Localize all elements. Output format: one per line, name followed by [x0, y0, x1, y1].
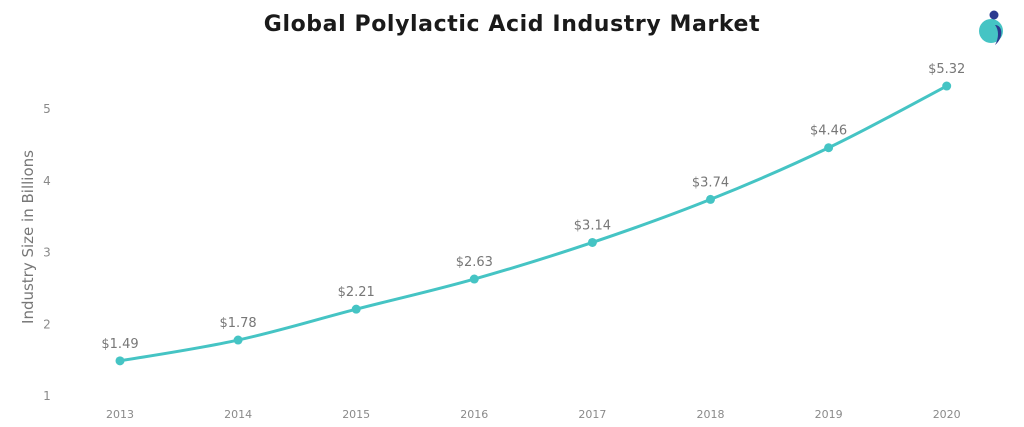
data-label: $4.46 — [810, 124, 847, 139]
data-label: $1.78 — [219, 316, 256, 331]
y-tick-label: 5 — [43, 102, 51, 116]
x-tick-label: 2017 — [578, 408, 606, 421]
series-line — [118, 84, 949, 363]
data-point[interactable] — [706, 194, 715, 204]
chart-title: Global Polylactic Acid Industry Market — [263, 12, 761, 37]
data-point[interactable] — [824, 143, 834, 153]
data-label: $5.32 — [928, 62, 965, 77]
y-tick-label: 4 — [43, 174, 51, 188]
data-label: $2.21 — [338, 285, 375, 300]
x-tick-label: 2019 — [815, 408, 843, 421]
x-tick-label: 2015 — [342, 408, 370, 421]
y-tick-label: 3 — [43, 246, 51, 260]
data-point[interactable] — [115, 356, 125, 366]
data-point[interactable] — [351, 304, 361, 314]
y-tick-label: 2 — [43, 317, 51, 331]
x-tick-label: 2013 — [106, 408, 134, 421]
data-label: $3.14 — [574, 218, 611, 233]
data-point[interactable] — [469, 274, 479, 284]
brand-logo-icon — [975, 8, 1015, 48]
x-tick-label: 2018 — [697, 408, 725, 421]
data-point[interactable] — [587, 237, 597, 247]
x-tick-label: 2016 — [460, 408, 488, 421]
x-tick-label: 2020 — [933, 408, 961, 421]
data-point[interactable] — [233, 335, 243, 345]
y-tick-label: 1 — [43, 389, 51, 403]
x-tick-label: 2014 — [224, 408, 252, 421]
data-label: $1.49 — [101, 337, 138, 352]
data-label: $2.63 — [456, 255, 493, 270]
data-point[interactable] — [942, 81, 952, 91]
data-label: $3.74 — [692, 175, 729, 190]
